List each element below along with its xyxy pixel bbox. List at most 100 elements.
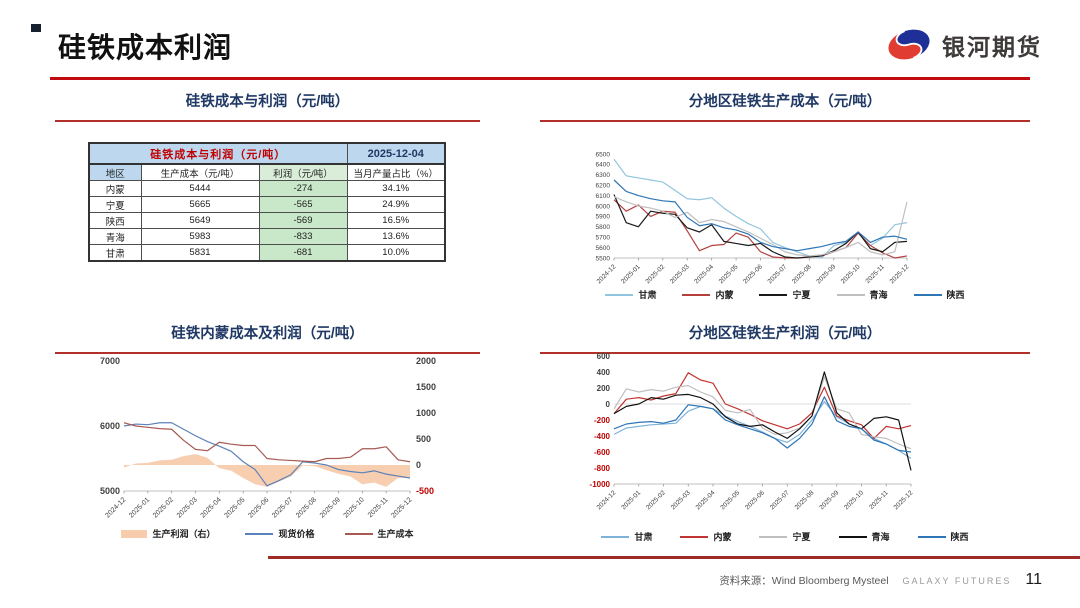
axis-label: 5800 bbox=[596, 224, 611, 231]
line-series-现货价格 bbox=[123, 422, 411, 487]
legend-line-swatch bbox=[605, 293, 634, 296]
legend-item-内蒙: 内蒙 bbox=[682, 288, 733, 301]
axis-label: 5500 bbox=[596, 255, 611, 262]
legend-line-swatch bbox=[913, 293, 942, 296]
legend-label: 内蒙 bbox=[715, 290, 734, 300]
column-header: 地区 bbox=[88, 163, 142, 181]
legend-item-甘肃: 甘肃 bbox=[601, 530, 652, 543]
cell-profit: -274 bbox=[258, 180, 348, 197]
cell-share: 34.1% bbox=[346, 180, 446, 197]
profit-by-region-legend: 甘肃 内蒙 宁夏 青海 陕西 bbox=[540, 530, 1030, 543]
axis-label: 2025-05 bbox=[718, 263, 740, 285]
axis-label: 2025-06 bbox=[247, 496, 270, 519]
legend-area-swatch bbox=[121, 529, 148, 538]
neimeng-cost-profit-legend: 生产利润（右） 现货价格 生产成本 bbox=[55, 527, 480, 540]
axis-label: 5900 bbox=[596, 214, 611, 221]
axis-label: -1000 bbox=[590, 480, 611, 489]
cost-by-region-chart: 6500 6400 6300 6200 6100 6000 5900 5800 5700 5600… bbox=[578, 148, 923, 295]
axis-label: 2025-07 bbox=[767, 263, 789, 285]
axis-label: 2025-02 bbox=[645, 489, 667, 511]
table-row: 甘肃 5831 -681 10.0% bbox=[88, 244, 446, 262]
axis-label: 2025-02 bbox=[644, 263, 666, 285]
axis-label: 2025-05 bbox=[719, 489, 741, 511]
axis-label: 2025-08 bbox=[794, 489, 816, 511]
axis-label: 6000 bbox=[596, 203, 611, 210]
axis-label: 1000 bbox=[416, 408, 436, 418]
axis-label: 2025-06 bbox=[744, 489, 766, 511]
axis-label: 2025-12 bbox=[390, 496, 413, 519]
axis-label: 2025-05 bbox=[223, 496, 246, 519]
axis-label: 2025-07 bbox=[271, 496, 294, 519]
axis-label: 6200 bbox=[596, 182, 611, 189]
axis-label: 2025-10 bbox=[343, 496, 366, 519]
legend-line-swatch bbox=[601, 535, 630, 538]
brand-name: 银河期货 bbox=[942, 33, 1042, 60]
panel-title-cost-by-region: 分地区硅铁生产成本（元/吨） bbox=[540, 90, 1030, 122]
axis-label: 600 bbox=[597, 352, 611, 361]
legend-item-宁夏: 宁夏 bbox=[759, 288, 811, 301]
page-title: 硅铁成本利润 bbox=[58, 32, 233, 63]
axis-label: 2025-12 bbox=[893, 489, 915, 511]
cell-cost: 5831 bbox=[140, 244, 260, 262]
table-header-row: 地区 生产成本（元/吨） 利润（元/吨） 当月产量占比（%） bbox=[88, 163, 446, 181]
footer: 资料来源：Wind Bloomberg Mysteel GALAXY FUTUR… bbox=[719, 571, 1042, 589]
cost-profit-table: 硅铁成本与利润（元/吨） 2025-12-04 地区 生产成本（元/吨） 利润（元/吨）… bbox=[88, 142, 446, 262]
source-text: 资料来源：Wind Bloomberg Mysteel bbox=[719, 575, 889, 587]
legend-item-宁夏: 宁夏 bbox=[759, 530, 811, 543]
page-number: 11 bbox=[1025, 571, 1042, 588]
axis-label: 2025-04 bbox=[695, 489, 717, 511]
axis-label: 2025-09 bbox=[818, 489, 840, 511]
axis-label: -400 bbox=[594, 432, 611, 441]
axis-label: 5700 bbox=[596, 234, 611, 241]
axis-label: 2024-12 bbox=[596, 263, 618, 285]
axis-label: 6100 bbox=[596, 193, 611, 200]
axis-label: 2025-11 bbox=[367, 496, 390, 519]
table-row: 内蒙 5444 -274 34.1% bbox=[88, 180, 446, 197]
axis-label: 2025-10 bbox=[843, 489, 865, 511]
legend-item-内蒙: 内蒙 bbox=[680, 530, 731, 543]
line-series-陕西 bbox=[613, 396, 912, 453]
axis-label: 2024-12 bbox=[596, 489, 618, 511]
legend-item-陕西: 陕西 bbox=[913, 288, 965, 301]
axis-label: 2024-12 bbox=[104, 496, 127, 519]
table-title-row: 硅铁成本与利润（元/吨） 2025-12-04 bbox=[88, 142, 446, 165]
cell-region: 青海 bbox=[88, 228, 142, 245]
axis-label: 2025-03 bbox=[670, 489, 692, 511]
legend-item-青海: 青海 bbox=[838, 530, 890, 543]
cell-cost: 5649 bbox=[140, 212, 260, 229]
cell-share: 10.0% bbox=[346, 244, 446, 262]
column-header: 当月产量占比（%） bbox=[346, 163, 446, 181]
legend-line-swatch bbox=[759, 293, 788, 296]
cell-share: 16.5% bbox=[346, 212, 446, 229]
cell-profit: -565 bbox=[258, 196, 348, 213]
table-title: 硅铁成本与利润（元/吨） bbox=[88, 142, 348, 165]
axis-label: 2025-03 bbox=[176, 496, 199, 519]
axis-label: 6500 bbox=[596, 151, 611, 158]
legend-item-陕西: 陕西 bbox=[917, 530, 969, 543]
cell-region: 内蒙 bbox=[88, 180, 142, 197]
axis-label: 2025-07 bbox=[769, 489, 791, 511]
axis-label: 500 bbox=[416, 434, 431, 444]
corner-mark bbox=[31, 24, 41, 32]
axis-label: 2025-04 bbox=[693, 263, 715, 285]
axis-label: 2025-11 bbox=[868, 489, 890, 511]
legend-line-swatch bbox=[759, 535, 788, 538]
legend-label: 宁夏 bbox=[792, 532, 811, 542]
galaxy-swirl-icon bbox=[888, 29, 930, 60]
area-series-生产利润（右） bbox=[124, 454, 410, 487]
table-row: 宁夏 5665 -565 24.9% bbox=[88, 196, 446, 213]
brand-logo: 银河期货 bbox=[884, 26, 1042, 63]
cell-cost: 5983 bbox=[140, 228, 260, 245]
legend-label: 甘肃 bbox=[634, 532, 653, 542]
cell-cost: 5444 bbox=[140, 180, 260, 197]
line-series-内蒙 bbox=[613, 372, 912, 440]
title-rule bbox=[50, 77, 1030, 80]
legend-label: 现货价格 bbox=[278, 529, 315, 539]
legend-line-swatch bbox=[836, 293, 865, 296]
axis-label: 2025-11 bbox=[865, 263, 887, 285]
cell-cost: 5665 bbox=[140, 196, 260, 213]
line-series-青海 bbox=[613, 196, 908, 257]
axis-label: 7000 bbox=[100, 356, 120, 366]
